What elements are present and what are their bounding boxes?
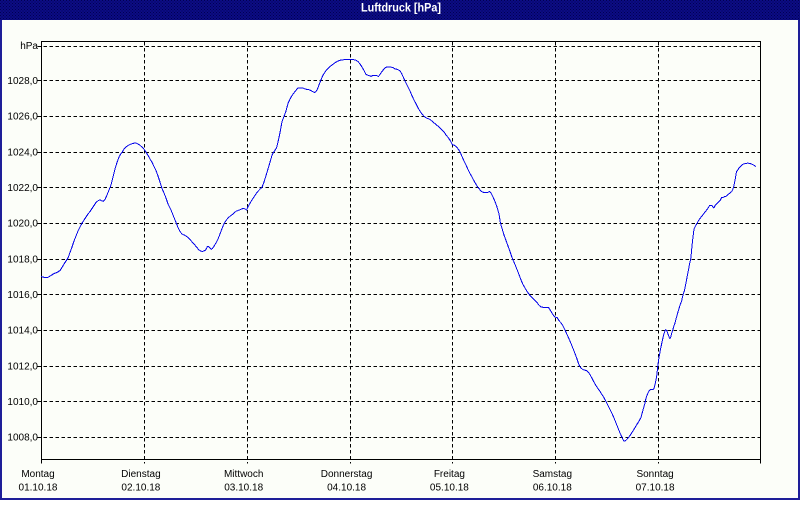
svg-text:1012,0: 1012,0 <box>7 361 38 372</box>
svg-text:1018,0: 1018,0 <box>7 254 38 265</box>
svg-text:Samstag: Samstag <box>533 469 572 480</box>
svg-text:Luftdruck [hPa]: Luftdruck [hPa] <box>361 2 441 15</box>
svg-text:02.10.18: 02.10.18 <box>121 483 160 494</box>
svg-text:1026,0: 1026,0 <box>7 112 38 123</box>
svg-text:06.10.18: 06.10.18 <box>533 483 572 494</box>
svg-text:03.10.18: 03.10.18 <box>224 483 263 494</box>
svg-text:Freitag: Freitag <box>434 469 465 480</box>
svg-text:Dienstag: Dienstag <box>121 469 160 480</box>
svg-text:1028,0: 1028,0 <box>7 76 38 87</box>
svg-text:Montag: Montag <box>21 469 54 480</box>
svg-text:1014,0: 1014,0 <box>7 326 38 337</box>
svg-text:07.10.18: 07.10.18 <box>636 483 675 494</box>
svg-text:1022,0: 1022,0 <box>7 183 38 194</box>
svg-text:1024,0: 1024,0 <box>7 147 38 158</box>
svg-text:1016,0: 1016,0 <box>7 290 38 301</box>
svg-text:01.10.18: 01.10.18 <box>19 483 58 494</box>
svg-text:Donnerstag: Donnerstag <box>321 469 373 480</box>
svg-text:Mittwoch: Mittwoch <box>224 469 263 480</box>
svg-text:05.10.18: 05.10.18 <box>430 483 469 494</box>
svg-text:Sonntag: Sonntag <box>636 469 673 480</box>
svg-text:hPa: hPa <box>20 41 38 52</box>
svg-text:1010,0: 1010,0 <box>7 397 38 408</box>
svg-text:1008,0: 1008,0 <box>7 433 38 444</box>
svg-text:1020,0: 1020,0 <box>7 219 38 230</box>
svg-text:04.10.18: 04.10.18 <box>327 483 366 494</box>
